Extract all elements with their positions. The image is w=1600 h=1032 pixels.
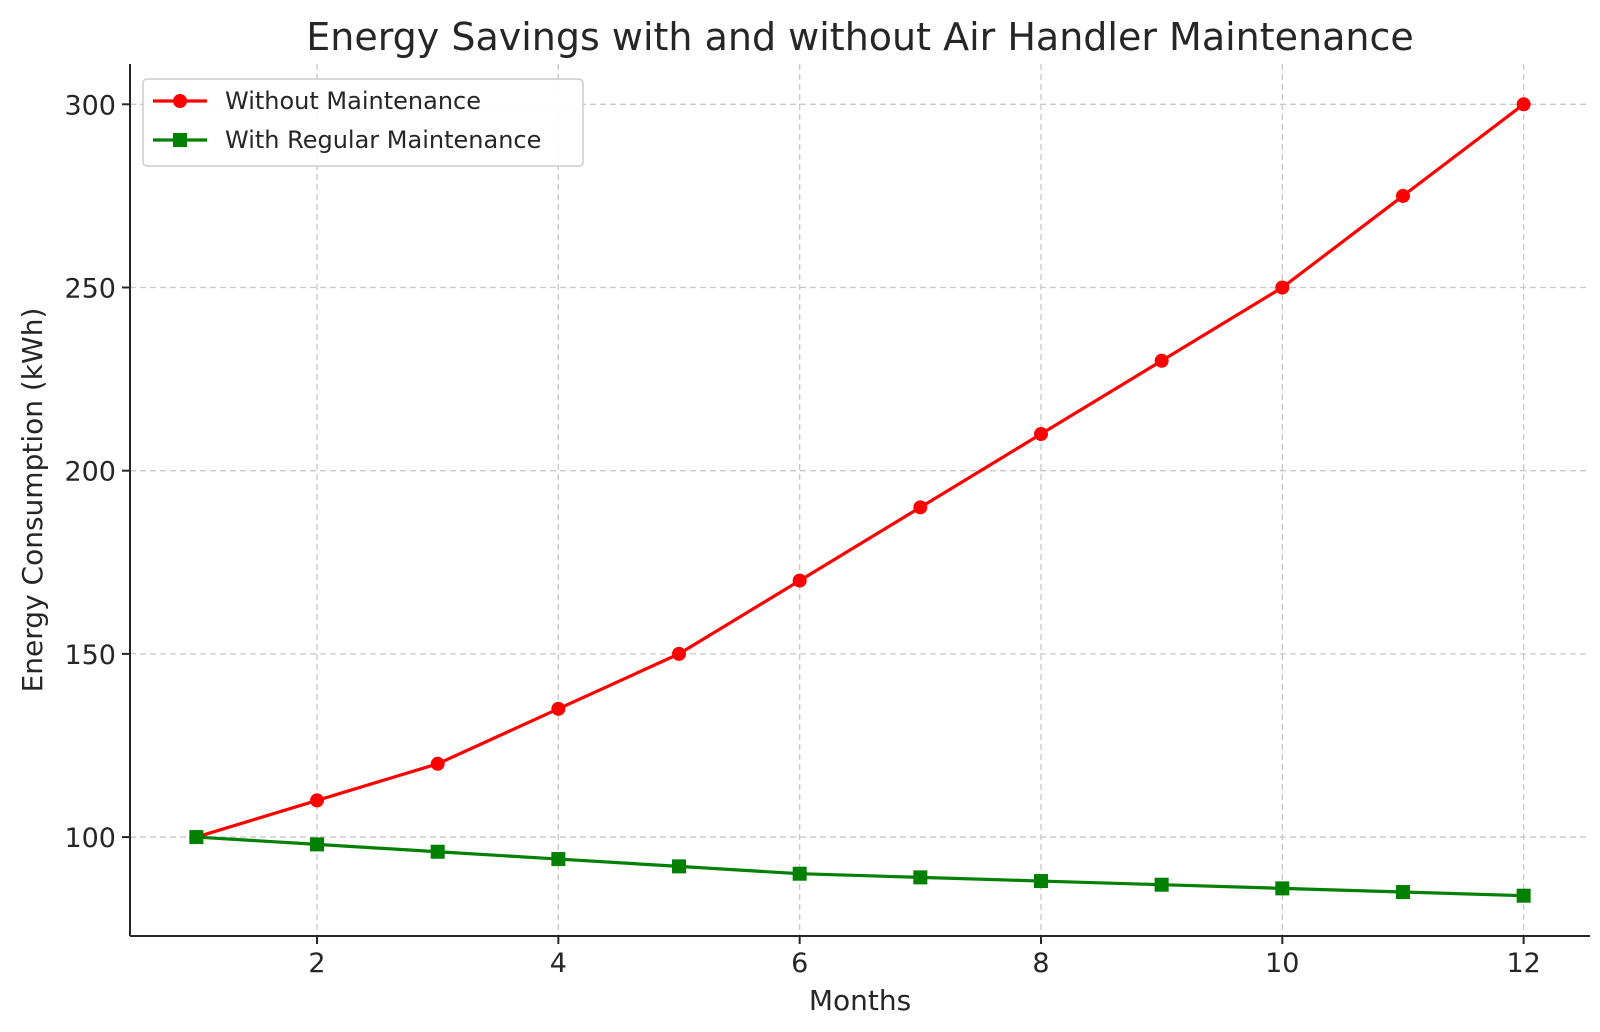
data-point	[1275, 280, 1290, 295]
data-point	[1154, 353, 1169, 368]
y-tick-label: 150	[64, 640, 116, 671]
data-point	[792, 573, 807, 588]
legend-label: With Regular Maintenance	[225, 126, 541, 154]
data-point	[1033, 427, 1048, 442]
legend-entry: With Regular Maintenance	[153, 126, 541, 154]
data-point	[672, 646, 687, 661]
data-point	[551, 852, 566, 867]
y-axis-label: Energy Consumption (kWh)	[16, 308, 49, 693]
x-tick-label: 10	[1265, 948, 1299, 979]
series-layer	[189, 97, 1531, 903]
ticks: 2 4 6 8 10 12 100 150 200 250 300	[64, 90, 1540, 979]
axes	[129, 64, 1590, 937]
grid	[130, 64, 1590, 936]
x-tick-label: 2	[308, 948, 325, 979]
data-point	[310, 793, 325, 808]
chart-title: Energy Savings with and without Air Hand…	[306, 15, 1414, 59]
legend-marker	[173, 94, 187, 108]
y-tick-label: 100	[64, 823, 116, 854]
series-line	[196, 835, 1524, 898]
data-point	[913, 500, 928, 515]
y-tick-label: 300	[64, 90, 116, 121]
y-tick-label: 250	[64, 273, 116, 304]
data-point	[1395, 885, 1410, 900]
series-with-regular-maintenance	[189, 830, 1531, 903]
x-tick-label: 6	[791, 948, 808, 979]
data-point	[310, 837, 325, 852]
data-point	[430, 756, 445, 771]
data-point	[1516, 97, 1531, 112]
data-point	[1516, 888, 1531, 903]
x-axis-label: Months	[809, 984, 911, 1017]
x-tick-label: 4	[550, 948, 567, 979]
data-point	[1033, 874, 1048, 889]
y-tick-label: 200	[64, 457, 116, 488]
data-point	[1154, 877, 1169, 892]
data-point	[189, 830, 204, 845]
x-tick-label: 8	[1032, 948, 1049, 979]
data-point	[792, 866, 807, 881]
series-line	[195, 103, 1525, 839]
legend-entries: Without Maintenance With Regular Maintena…	[153, 87, 541, 154]
data-point	[1275, 881, 1290, 896]
legend-label: Without Maintenance	[225, 87, 481, 115]
legend-box	[142, 78, 584, 167]
legend-marker	[173, 133, 187, 147]
data-point	[1395, 188, 1410, 203]
legend: Without Maintenance With Regular Maintena…	[142, 78, 584, 167]
legend-entry: Without Maintenance	[153, 87, 481, 115]
data-point	[672, 859, 687, 874]
series-without-maintenance	[189, 97, 1531, 845]
data-point	[913, 870, 928, 885]
x-tick-label: 12	[1506, 948, 1540, 979]
data-point	[430, 844, 445, 859]
data-point	[551, 701, 566, 716]
